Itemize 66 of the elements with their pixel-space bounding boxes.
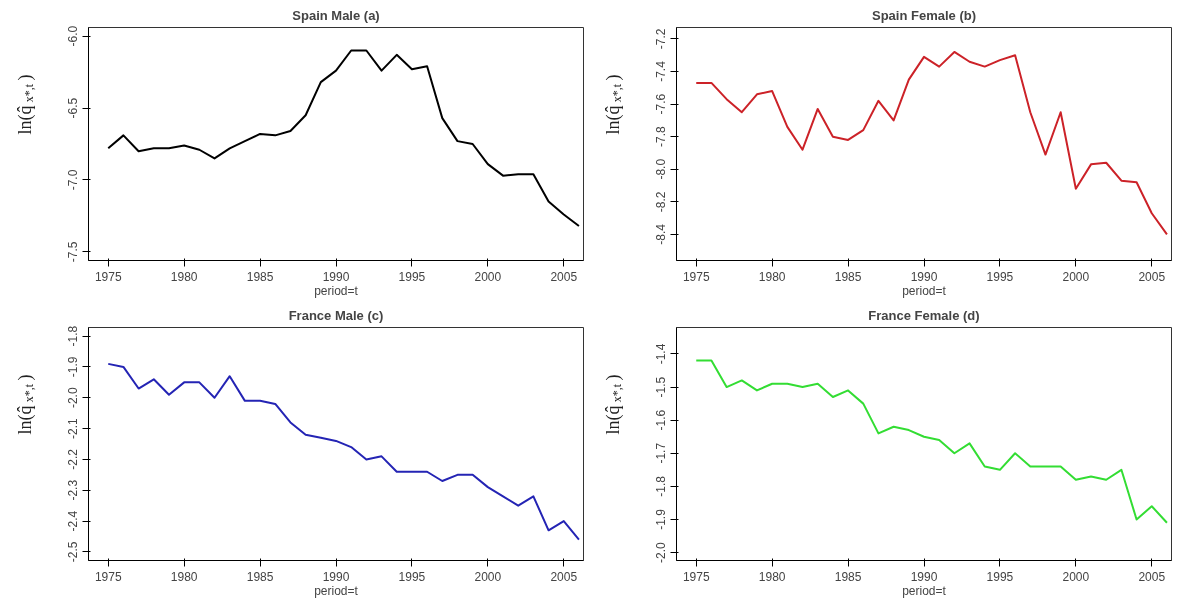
- y-tick-label: -1.4: [654, 343, 669, 365]
- y-tick-label: -7.2: [654, 28, 669, 50]
- x-tick-label: 1980: [170, 569, 198, 584]
- x-tick-label: 2005: [550, 569, 578, 584]
- y-tick-label: -2.0: [66, 387, 81, 409]
- y-tick-label: -6.5: [66, 97, 81, 119]
- x-tick-label: 1990: [322, 269, 350, 284]
- x-tick-label: 1995: [398, 269, 426, 284]
- x-tick-label: 1980: [170, 269, 198, 284]
- y-tick-label: -7.8: [654, 126, 669, 148]
- x-tick-label: 2005: [550, 269, 578, 284]
- x-tick-label: 2000: [474, 269, 502, 284]
- y-tick-label: -8.4: [654, 223, 669, 245]
- y-tick-label: -8.2: [654, 191, 669, 213]
- x-tick-label: 1985: [834, 269, 862, 284]
- y-tick-label: -1.6: [654, 409, 669, 431]
- chart-title: Spain Male (a): [292, 7, 380, 23]
- y-tick-label: -8.0: [654, 158, 669, 180]
- x-tick-label: 1985: [246, 269, 274, 284]
- x-tick-label: 1990: [910, 569, 938, 584]
- y-tick-label: -7.0: [66, 169, 81, 191]
- y-tick-label: -2.3: [66, 479, 81, 501]
- y-tick-label: -1.7: [654, 442, 669, 464]
- x-tick-label: 1975: [94, 269, 122, 284]
- y-tick-label: -2.0: [654, 541, 669, 563]
- x-tick-label: 2000: [1062, 569, 1090, 584]
- chart-title: France Female (d): [868, 307, 980, 323]
- x-tick-label: 1990: [910, 269, 938, 284]
- x-tick-label: 1995: [986, 569, 1014, 584]
- x-tick-label: 1990: [322, 569, 350, 584]
- x-tick-label: 1980: [758, 569, 786, 584]
- x-tick-label: 1985: [246, 569, 274, 584]
- chart-title: Spain Female (b): [871, 7, 977, 23]
- y-axis-title: ln(q̂x*,t): [14, 374, 36, 435]
- x-tick-label: 1995: [398, 569, 426, 584]
- y-tick-label: -1.8: [66, 325, 81, 347]
- x-axis-title: period=t: [902, 583, 947, 598]
- y-tick-label: -1.9: [66, 356, 81, 378]
- x-tick-label: 2005: [1138, 569, 1166, 584]
- y-tick-label: -2.5: [66, 541, 81, 563]
- x-tick-label: 1985: [834, 569, 862, 584]
- x-tick-label: 1995: [986, 269, 1014, 284]
- y-tick-label: -1.8: [654, 475, 669, 497]
- y-tick-label: -2.1: [66, 417, 81, 439]
- x-axis-title: period=t: [902, 283, 947, 298]
- y-axis-title: ln(q̂x*,t): [14, 74, 36, 135]
- y-axis-title: ln(q̂x*,t): [602, 74, 624, 135]
- chart-title: France Male (c): [288, 307, 384, 323]
- x-tick-label: 1975: [682, 569, 710, 584]
- x-tick-label: 1980: [758, 269, 786, 284]
- x-tick-label: 1975: [94, 569, 122, 584]
- x-tick-label: 1975: [682, 269, 710, 284]
- y-tick-label: -2.2: [66, 448, 81, 470]
- x-axis-title: period=t: [314, 583, 359, 598]
- y-tick-label: -1.5: [654, 376, 669, 398]
- y-tick-label: -1.9: [654, 508, 669, 530]
- y-axis-title: ln(q̂x*,t): [602, 374, 624, 435]
- x-tick-label: 2000: [1062, 269, 1090, 284]
- y-tick-label: -7.6: [654, 93, 669, 115]
- x-tick-label: 2000: [474, 569, 502, 584]
- x-tick-label: 2005: [1138, 269, 1166, 284]
- y-tick-label: -6.0: [66, 25, 81, 47]
- x-axis-title: period=t: [314, 283, 359, 298]
- y-tick-label: -7.4: [654, 60, 669, 82]
- y-tick-label: -2.4: [66, 510, 81, 532]
- y-tick-label: -7.5: [66, 241, 81, 263]
